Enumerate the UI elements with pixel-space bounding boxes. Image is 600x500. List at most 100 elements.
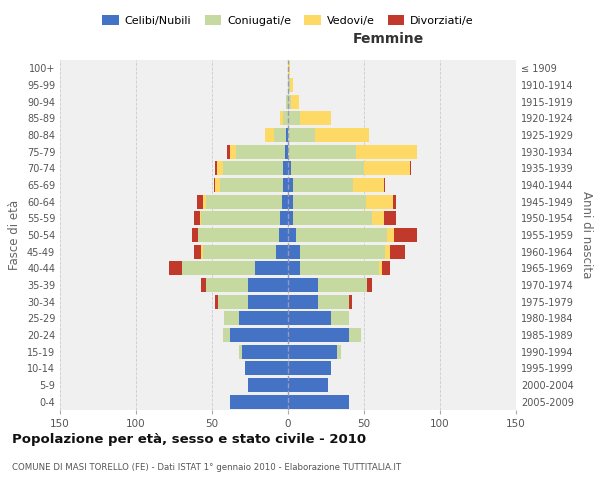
- Bar: [393, 194, 396, 209]
- Bar: [288, 294, 319, 308]
- Bar: [385, 244, 390, 259]
- Bar: [215, 178, 220, 192]
- Bar: [331, 311, 349, 326]
- Bar: [394, 228, 417, 242]
- Bar: [214, 178, 215, 192]
- Bar: [248, 294, 288, 308]
- Bar: [182, 261, 254, 276]
- Text: Femmine: Femmine: [353, 32, 424, 46]
- Bar: [280, 211, 288, 226]
- Bar: [286, 94, 288, 109]
- Bar: [364, 162, 410, 175]
- Bar: [217, 162, 223, 175]
- Bar: [206, 194, 282, 209]
- Bar: [230, 394, 288, 409]
- Bar: [288, 394, 349, 409]
- Bar: [290, 78, 293, 92]
- Bar: [353, 178, 384, 192]
- Bar: [194, 244, 202, 259]
- Bar: [283, 162, 288, 175]
- Bar: [291, 94, 299, 109]
- Bar: [293, 194, 365, 209]
- Bar: [288, 261, 300, 276]
- Bar: [239, 311, 288, 326]
- Bar: [300, 244, 385, 259]
- Bar: [220, 178, 283, 192]
- Bar: [223, 162, 283, 175]
- Bar: [296, 228, 387, 242]
- Y-axis label: Anni di nascita: Anni di nascita: [580, 192, 593, 278]
- Bar: [384, 211, 396, 226]
- Bar: [365, 194, 393, 209]
- Bar: [300, 261, 379, 276]
- Bar: [316, 128, 368, 142]
- Bar: [371, 211, 384, 226]
- Bar: [293, 178, 353, 192]
- Bar: [242, 344, 288, 359]
- Bar: [356, 144, 417, 159]
- Bar: [274, 128, 286, 142]
- Bar: [248, 278, 288, 292]
- Bar: [367, 278, 371, 292]
- Bar: [197, 194, 203, 209]
- Bar: [390, 244, 405, 259]
- Bar: [206, 278, 248, 292]
- Bar: [192, 228, 199, 242]
- Text: Popolazione per età, sesso e stato civile - 2010: Popolazione per età, sesso e stato civil…: [12, 432, 366, 446]
- Bar: [384, 178, 385, 192]
- Bar: [349, 328, 361, 342]
- Bar: [283, 112, 288, 126]
- Bar: [288, 361, 331, 376]
- Bar: [283, 178, 288, 192]
- Bar: [337, 344, 341, 359]
- Bar: [227, 144, 230, 159]
- Bar: [288, 194, 293, 209]
- Bar: [245, 361, 288, 376]
- Bar: [288, 228, 296, 242]
- Bar: [230, 328, 288, 342]
- Y-axis label: Fasce di età: Fasce di età: [8, 200, 21, 270]
- Bar: [288, 94, 291, 109]
- Bar: [288, 328, 349, 342]
- Bar: [288, 62, 290, 76]
- Bar: [319, 294, 349, 308]
- Bar: [169, 261, 182, 276]
- Bar: [224, 311, 239, 326]
- Bar: [194, 211, 200, 226]
- Bar: [218, 294, 248, 308]
- Bar: [254, 261, 288, 276]
- Bar: [288, 278, 319, 292]
- Bar: [248, 378, 288, 392]
- Bar: [319, 278, 367, 292]
- Bar: [276, 244, 288, 259]
- Bar: [215, 294, 218, 308]
- Bar: [288, 162, 291, 175]
- Bar: [285, 144, 288, 159]
- Bar: [288, 344, 337, 359]
- Bar: [279, 228, 288, 242]
- Bar: [286, 128, 288, 142]
- Bar: [280, 112, 283, 126]
- Bar: [202, 211, 280, 226]
- Bar: [293, 211, 371, 226]
- Bar: [236, 144, 285, 159]
- Bar: [203, 194, 206, 209]
- Bar: [382, 261, 390, 276]
- Bar: [215, 162, 217, 175]
- Bar: [203, 244, 276, 259]
- Bar: [223, 328, 230, 342]
- Bar: [288, 178, 293, 192]
- Text: COMUNE DI MASI TORELLO (FE) - Dati ISTAT 1° gennaio 2010 - Elaborazione TUTTITAL: COMUNE DI MASI TORELLO (FE) - Dati ISTAT…: [12, 462, 401, 471]
- Bar: [387, 228, 394, 242]
- Bar: [230, 144, 236, 159]
- Bar: [379, 261, 382, 276]
- Bar: [288, 112, 300, 126]
- Bar: [288, 144, 356, 159]
- Bar: [202, 278, 206, 292]
- Bar: [291, 162, 364, 175]
- Bar: [349, 294, 352, 308]
- Bar: [282, 194, 288, 209]
- Bar: [265, 128, 274, 142]
- Bar: [300, 112, 331, 126]
- Bar: [288, 128, 316, 142]
